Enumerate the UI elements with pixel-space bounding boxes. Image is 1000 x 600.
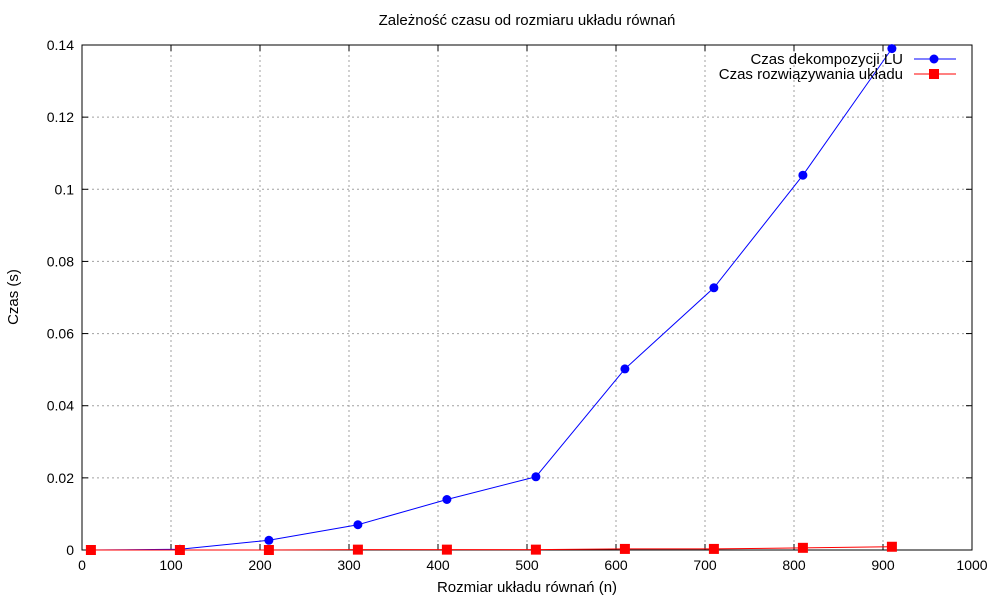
series-line [90, 48, 893, 551]
x-tick-label: 1000 [956, 557, 987, 573]
x-tick-label: 500 [515, 557, 539, 573]
y-tick-label: 0.1 [55, 181, 75, 197]
x-tick-label: 0 [78, 557, 86, 573]
legend-label: Czas rozwiązywania układu [719, 66, 903, 83]
grid [82, 45, 972, 550]
data-point [708, 543, 719, 554]
y-tick-label: 0.12 [47, 109, 74, 125]
x-tick-label: 600 [604, 557, 628, 573]
data-point [263, 545, 274, 555]
y-tick-label: 0.14 [47, 37, 74, 53]
data-point [353, 520, 363, 530]
x-tick-label: 900 [871, 557, 895, 573]
data-point [620, 364, 630, 374]
series-layer [85, 44, 897, 555]
data-point [887, 44, 897, 54]
x-tick-label: 400 [426, 557, 450, 573]
x-tick-label: 700 [693, 557, 717, 573]
data-point [619, 543, 630, 554]
legend-marker [929, 69, 939, 79]
y-tick-label: 0.06 [47, 326, 74, 342]
data-point [441, 544, 452, 555]
y-tick-label: 0.08 [47, 253, 74, 269]
data-point [798, 170, 808, 180]
data-point [530, 544, 541, 555]
data-point [797, 542, 808, 553]
x-tick-label: 200 [248, 557, 272, 573]
legend-marker [929, 54, 939, 64]
data-point [85, 545, 96, 555]
data-point [264, 535, 274, 545]
y-tick-label: 0 [66, 542, 74, 558]
series-line [90, 546, 892, 551]
data-point [709, 283, 719, 293]
x-tick-label: 100 [159, 557, 183, 573]
axis-ticks: 0 100 200 300 400 500 600 700 800 900 1000 0 0.02 0.0… [47, 37, 988, 573]
y-tick-label: 0.02 [47, 470, 74, 486]
chart-title: Zależność czasu od rozmiaru układu równa… [379, 12, 676, 29]
x-tick-label: 300 [337, 557, 361, 573]
data-point [531, 472, 541, 482]
x-axis-title: Rozmiar układu równań (n) [437, 579, 617, 596]
y-axis-title: Czas (s) [5, 269, 22, 325]
data-point [352, 544, 363, 555]
series-2 [85, 541, 897, 555]
data-point [886, 541, 897, 552]
y-tick-label: 0.04 [47, 398, 74, 414]
x-tick-label: 800 [782, 557, 806, 573]
data-point [174, 545, 185, 555]
data-point [442, 495, 452, 504]
legend-label: Czas dekompozycji LU [750, 51, 903, 68]
